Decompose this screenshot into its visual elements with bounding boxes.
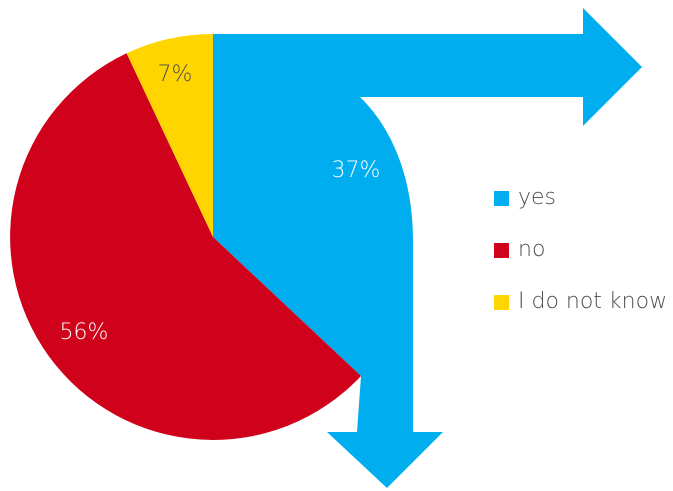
legend-swatch-no (494, 243, 509, 258)
legend-swatch-yes (494, 191, 509, 206)
legend-label-yes: yes (518, 185, 557, 210)
legend-label-dont-know: I do not know (518, 289, 668, 314)
data-label-dont-know: 7% (158, 62, 193, 87)
pie-slice-dont-know (126, 34, 213, 237)
pie-slice-no (10, 53, 362, 440)
legend-swatch-dont-know (494, 295, 509, 310)
legend-label-no: no (518, 237, 546, 262)
data-label-no: 56% (60, 320, 109, 345)
pie-slice-yes (213, 8, 642, 488)
data-label-yes: 37% (332, 158, 381, 183)
